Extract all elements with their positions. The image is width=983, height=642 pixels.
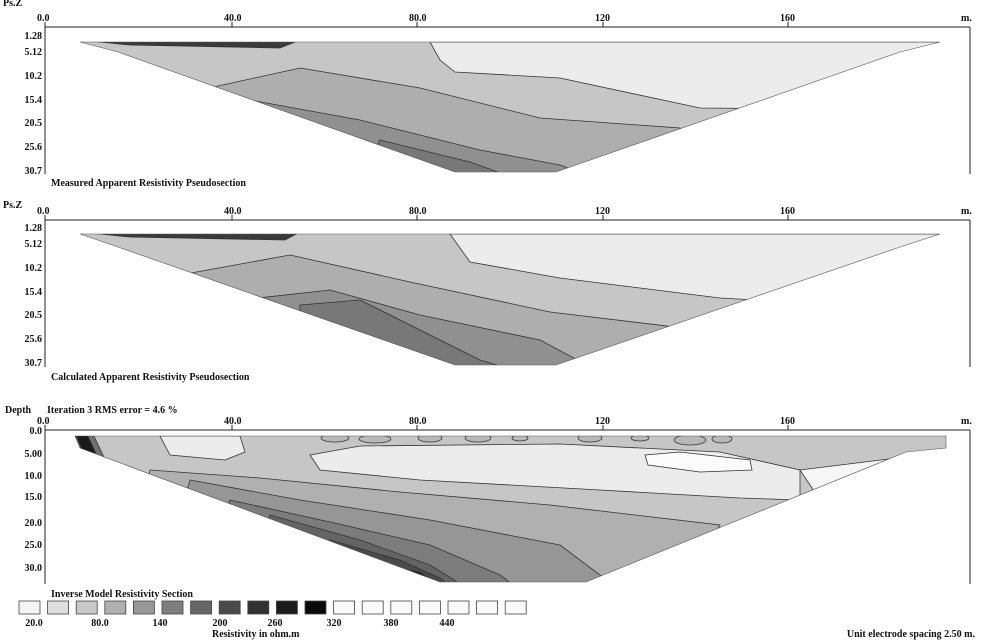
panel-2-depth-label: Ps.Z (3, 200, 23, 211)
legend-value: 380 (384, 618, 399, 629)
legend-swatch (418, 600, 441, 615)
legend-swatch (47, 600, 69, 615)
color-scale-legend: 20.0 80.0 140 200 260 320 380 440 Resist… (18, 600, 527, 640)
legend-value: 140 (153, 618, 168, 629)
legend-swatch (361, 600, 384, 615)
x-tick-label: 40.0 (224, 13, 242, 24)
x-unit-label: m. (961, 416, 972, 427)
legend-swatch (447, 600, 470, 615)
y-tick-label: 0.0 (30, 426, 43, 437)
legend-value: 80.0 (91, 618, 109, 629)
x-tick-label: 0.0 (37, 416, 50, 427)
panel-measured: Ps.Z 0.0 40.0 80.0 120 160 m. 1.28 5.12 … (3, 0, 972, 189)
x-tick-label: 120 (595, 206, 610, 217)
legend-value: 200 (213, 618, 228, 629)
y-tick-label: 30.0 (25, 563, 43, 574)
y-tick-label: 10.2 (25, 263, 43, 274)
panel-1-depth-label: Ps.Z (3, 0, 23, 9)
y-tick-label: 25.0 (25, 540, 43, 551)
legend-swatches (18, 600, 527, 615)
legend-swatch (218, 600, 241, 615)
panel-3-outline (74, 435, 947, 583)
x-tick-label: 160 (780, 13, 795, 24)
panel-1-x-ticks: 0.0 40.0 80.0 120 160 m. (37, 13, 972, 24)
y-tick-label: 1.28 (25, 31, 43, 42)
electrode-spacing-note: Unit electrode spacing 2.50 m. (847, 629, 976, 640)
x-tick-label: 160 (780, 206, 795, 217)
y-tick-label: 5.12 (25, 239, 43, 250)
legend-swatch (132, 600, 155, 615)
y-tick-label: 15.0 (25, 492, 43, 503)
panel-1-caption: Measured Apparent Resistivity Pseudosect… (51, 178, 246, 189)
y-tick-label: 5.00 (25, 449, 43, 460)
y-tick-label: 30.7 (25, 166, 43, 177)
panel-calculated: Ps.Z 0.0 40.0 80.0 120 160 m. 1.28 5.12 … (3, 200, 972, 383)
panel-2-outline (79, 233, 941, 366)
legend-swatch (504, 600, 527, 615)
y-tick-label: 20.0 (25, 518, 43, 529)
x-unit-label: m. (961, 13, 972, 24)
y-tick-label: 5.12 (25, 47, 43, 58)
y-tick-label: 25.6 (25, 142, 43, 153)
legend-value: 320 (327, 618, 342, 629)
panel-3-x-ticks: 0.0 40.0 80.0 120 160 m. (37, 416, 972, 427)
x-tick-label: 80.0 (409, 206, 427, 217)
panel-2-x-ticks: 0.0 40.0 80.0 120 160 m. (37, 206, 972, 217)
panel-3-axes (44, 425, 971, 584)
y-tick-label: 20.5 (25, 118, 43, 129)
x-tick-label: 0.0 (37, 206, 50, 217)
x-tick-label: 160 (780, 416, 795, 427)
legend-value: 440 (440, 618, 455, 629)
x-tick-label: 120 (595, 13, 610, 24)
legend-swatch (333, 600, 356, 615)
panel-2-axes (44, 215, 971, 367)
panel-2-contours (80, 234, 940, 365)
panel-1-outline (79, 41, 941, 173)
panel-2-y-ticks: 1.28 5.12 10.2 15.4 20.5 25.6 30.7 (25, 223, 43, 369)
legend-swatch (18, 600, 41, 615)
x-tick-label: 40.0 (224, 416, 242, 427)
panel-1-y-ticks: 1.28 5.12 10.2 15.4 20.5 25.6 30.7 (25, 31, 43, 177)
legend-value: 20.0 (25, 618, 43, 629)
legend-swatch (247, 600, 270, 615)
x-tick-label: 40.0 (224, 206, 242, 217)
y-tick-label: 15.4 (25, 95, 43, 106)
x-tick-label: 0.0 (37, 13, 50, 24)
y-tick-label: 10.2 (25, 71, 43, 82)
panel-1-axes (44, 22, 971, 174)
legend-swatch (390, 600, 413, 615)
y-tick-label: 15.4 (25, 287, 43, 298)
y-tick-label: 10.0 (25, 471, 43, 482)
legend-value: 260 (268, 618, 283, 629)
panel-2-caption: Calculated Apparent Resistivity Pseudose… (51, 372, 250, 383)
y-tick-label: 20.5 (25, 310, 43, 321)
panel-3-depth-label: Depth (5, 405, 32, 416)
panel-1-contours (80, 42, 940, 172)
panel-3-header: Iteration 3 RMS error = 4.6 % (47, 405, 178, 416)
y-tick-label: 30.7 (25, 358, 43, 369)
panel-inverse-model: Depth Iteration 3 RMS error = 4.6 % 0.0 … (5, 405, 972, 600)
panel-3-y-ticks: 0.0 5.00 10.0 15.0 20.0 25.0 30.0 (25, 426, 43, 574)
x-unit-label: m. (961, 206, 972, 217)
legend-swatch (104, 600, 127, 615)
legend-swatch (190, 600, 213, 615)
x-tick-label: 80.0 (409, 13, 427, 24)
legend-swatch (161, 600, 184, 615)
legend-swatch (75, 600, 98, 615)
legend-swatch (275, 600, 298, 615)
y-tick-label: 25.6 (25, 334, 43, 345)
legend-title: Resistivity in ohm.m (212, 629, 300, 640)
x-tick-label: 120 (595, 416, 610, 427)
legend-swatch (476, 600, 499, 615)
panel-3-caption: Inverse Model Resistivity Section (51, 589, 193, 600)
y-tick-label: 1.28 (25, 223, 43, 234)
x-tick-label: 80.0 (409, 416, 427, 427)
panel-3-contours (75, 436, 946, 582)
legend-swatch (304, 600, 327, 615)
